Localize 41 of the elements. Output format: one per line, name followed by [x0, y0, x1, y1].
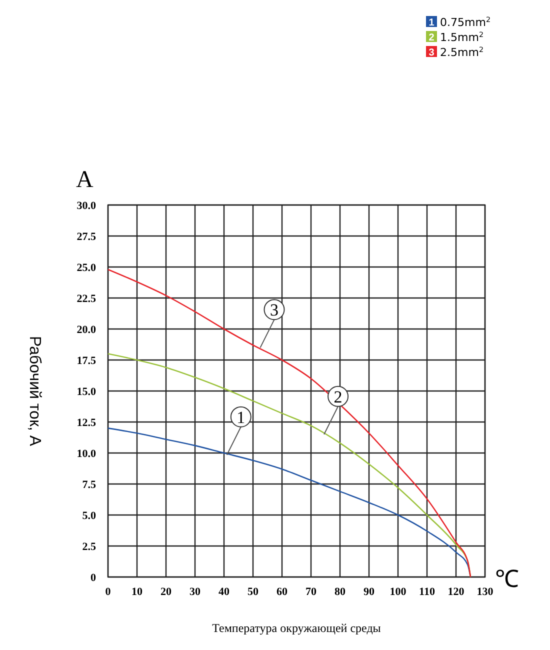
y-tick-label: 25.0: [76, 262, 96, 274]
x-axis-title: Температура окружающей среды: [212, 621, 381, 635]
x-tick-label: 0: [105, 586, 112, 598]
y-axis-title: Рабочий ток, А: [26, 336, 43, 446]
x-tick-label: 10: [132, 586, 143, 598]
x-tick-label: 110: [419, 586, 436, 598]
x-tick-label: 20: [160, 586, 172, 598]
x-tick-label: 120: [448, 586, 465, 598]
x-tick-label: 80: [334, 586, 346, 598]
y-tick-label: 20.0: [76, 324, 96, 336]
text: ℃: [495, 567, 519, 593]
x-tick-label: 30: [190, 586, 201, 598]
text: 1: [428, 18, 434, 28]
y-tick-label: 15.0: [76, 386, 96, 398]
y-tick-label: 2.5: [82, 541, 96, 553]
annotation: 1: [236, 408, 246, 427]
x-tick-label: 60: [276, 586, 288, 598]
y-tick-label: 7.5: [82, 479, 96, 491]
x-tick-label: 90: [364, 586, 375, 598]
annotation: 2: [334, 387, 342, 406]
legend-label: 0.75mm$^{2}$: [440, 14, 490, 29]
y-tick-label: 5.0: [82, 510, 96, 522]
y-tick-label: 12.5: [76, 417, 96, 429]
y-tick-label: 27.5: [76, 231, 96, 243]
annotation: 3: [270, 300, 278, 320]
x-tick-label: 70: [306, 586, 317, 598]
text: 2: [428, 32, 434, 44]
legend-label: 2.5mm$^{2}$: [440, 44, 484, 59]
y-tick-label: 22.5: [76, 293, 96, 305]
x-tick-label: 50: [248, 586, 259, 598]
text: 3: [428, 48, 434, 58]
y-tick-label: 30.0: [76, 200, 96, 212]
line-series: [107, 268, 472, 578]
y-tick-label: 17.5: [76, 355, 96, 367]
text: A: [76, 167, 94, 193]
legend-label: 1.5mm$^{2}$: [440, 30, 484, 44]
y-tick-label: 10.0: [76, 448, 96, 460]
x-tick-label: 40: [218, 586, 230, 598]
x-tick-label: 130: [476, 586, 494, 598]
y-tick-label: 0: [90, 572, 96, 584]
x-tick-label: 100: [390, 586, 407, 598]
